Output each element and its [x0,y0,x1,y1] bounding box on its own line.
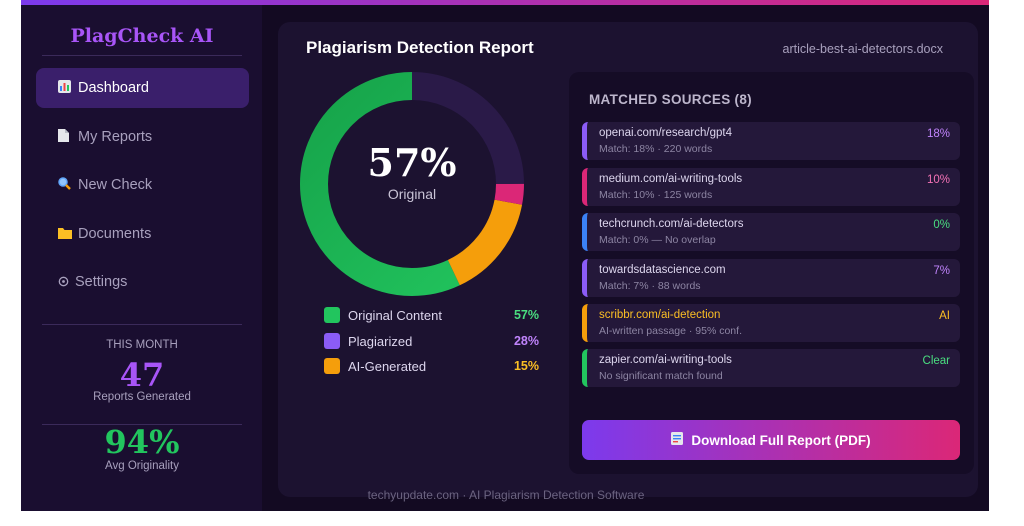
legend-item-plagiarized: Plagiarized 28% [324,331,539,351]
app-frame: PlagCheck AI Dashboard My Reports New Ch… [21,0,989,511]
source-url[interactable]: openai.com/research/gpt4 [599,127,732,139]
donut-segment-plagiarized-medium- [300,72,524,296]
source-item[interactable]: medium.com/ai-writing-tools Match: 10% · … [582,168,960,206]
source-detail: Match: 10% · 125 words [599,189,713,201]
source-url[interactable]: techcrunch.com/ai-detectors [599,218,744,230]
bar-chart-icon [58,80,76,96]
legend-label: AI-Generated [348,358,427,374]
source-url[interactable]: towardsdatascience.com [599,264,726,276]
sidebar-item-label: New Check [78,177,153,193]
source-match-value: 10% [926,174,950,186]
legend-value: 28% [513,334,539,348]
legend-swatch [324,307,340,323]
sidebar: PlagCheck AI Dashboard My Reports New Ch… [21,5,262,511]
source-detail: Match: 0% — No overlap [599,234,716,246]
source-item[interactable]: techcrunch.com/ai-detectors Match: 0% — N… [582,213,960,251]
sidebar-item-dashboard[interactable]: Dashboard [36,68,249,108]
sidebar-item-settings[interactable]: Settings [36,262,249,302]
footer-credit: techyupdate.com · AI Plagiarism Detectio… [367,488,645,502]
accent-bar [21,0,989,5]
legend-label: Plagiarized [348,333,413,349]
report-panel: Plagiarism Detection Report article-best… [278,22,978,497]
source-url[interactable]: scribbr.com/ai-detection [599,309,721,321]
sidebar-item-label: My Reports [78,129,153,145]
sidebar-item-label: Settings [75,274,128,290]
source-url[interactable]: zapier.com/ai-writing-tools [599,354,732,366]
source-detail: No significant match found [599,370,723,382]
legend-swatch [324,358,340,374]
originality-donut: 57% Original [300,72,524,296]
stats-month-caption: THIS MONTH [106,339,178,351]
divider [42,55,242,56]
document-icon [671,432,684,448]
legend-value: 15% [513,359,539,373]
document-icon [58,129,76,145]
document-filename: article-best-ai-detectors.docx [782,42,943,56]
source-match-value: 0% [933,219,950,231]
legend-item-original: Original Content 57% [324,305,539,325]
avg-originality-label: Avg Originality [105,460,179,472]
sidebar-item-label: Dashboard [78,80,149,96]
brand-logo: PlagCheck AI [70,25,214,47]
folder-icon [58,227,76,242]
source-match-value: Clear [922,355,950,367]
divider [42,324,242,325]
sidebar-item-new-check[interactable]: New Check [36,165,249,205]
donut-segment-original [300,72,524,296]
reports-count-label: Reports Generated [93,391,191,403]
source-detail: AI-written passage · 95% conf. [599,325,742,337]
source-match-value: AI [939,310,950,322]
reports-count: 47 [119,356,165,394]
source-detail: Match: 7% · 88 words [599,280,701,292]
gear-icon [58,275,73,290]
donut-chart [300,72,524,296]
source-item[interactable]: towardsdatascience.com Match: 7% · 88 wor… [582,259,960,297]
source-match-value: 7% [933,265,950,277]
legend-label: Original Content [348,307,442,323]
matched-sources-panel: MATCHED SOURCES (8) openai.com/research/… [569,72,974,474]
avg-originality: 94% [104,423,180,461]
sidebar-item-label: Documents [78,226,152,242]
source-item[interactable]: scribbr.com/ai-detection AI-written passa… [582,304,960,342]
sidebar-item-my-reports[interactable]: My Reports [36,117,249,157]
source-match-value: 18% [926,128,950,140]
donut-center-value: 57% [367,140,457,185]
page-title: Plagiarism Detection Report [306,38,534,57]
source-item[interactable]: zapier.com/ai-writing-tools No significan… [582,349,960,387]
download-report-button[interactable]: Download Full Report (PDF) [582,420,960,460]
donut-center-label: Original [387,186,437,202]
source-item[interactable]: openai.com/research/gpt4 Match: 18% · 220… [582,122,960,160]
source-detail: Match: 18% · 220 words [599,143,713,155]
legend-item-ai-generated: AI-Generated 15% [324,356,539,376]
download-report-label: Download Full Report (PDF) [691,432,871,448]
matched-sources-title: MATCHED SOURCES (8) [589,92,752,107]
divider [42,424,242,425]
legend-value: 57% [513,308,539,322]
sidebar-item-documents[interactable]: Documents [36,214,249,254]
magnifier-icon [58,177,76,193]
legend-swatch [324,333,340,349]
source-url[interactable]: medium.com/ai-writing-tools [599,173,743,185]
